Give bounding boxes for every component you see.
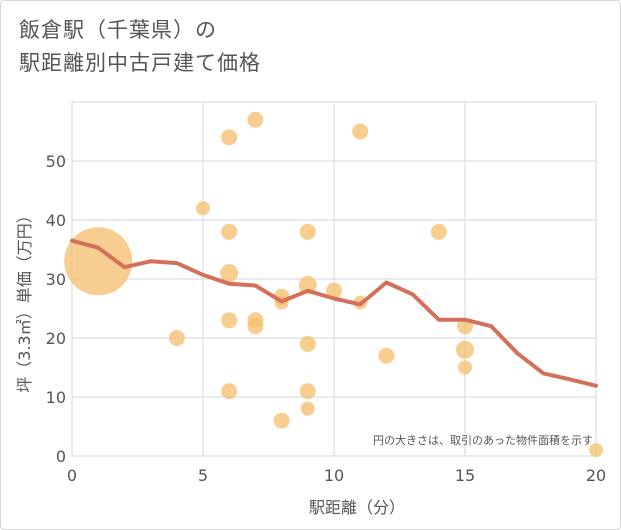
bubble-point [221, 383, 238, 400]
x-tick-label: 20 [586, 466, 606, 485]
x-tick-label: 0 [67, 466, 77, 485]
x-axis-label: 駅距離（分） [309, 498, 405, 517]
chart-title: 飯倉駅（千葉県）の 駅距離別中古戸建て価格 [19, 14, 261, 80]
bubble-point [326, 282, 342, 299]
bubble-point [430, 223, 447, 240]
y-tick-label: 20 [46, 329, 66, 348]
bubble-point [273, 412, 290, 429]
bubble-point [64, 227, 133, 296]
trend-line [70, 238, 598, 388]
y-tick-labels: 0 10 20 30 40 50 [46, 152, 66, 466]
y-tick-label: 30 [46, 270, 66, 289]
bubble-point [456, 340, 474, 359]
chart-title-line-2: 駅距離別中古戸建て価格 [19, 51, 261, 75]
grid [71, 101, 597, 457]
bubble-point [378, 347, 395, 364]
bubble-point [168, 330, 185, 346]
bubble-point [299, 335, 316, 352]
y-axis-label: 坪（3.3㎡）単価（万円） [15, 207, 34, 392]
y-tick-label: 10 [46, 388, 66, 407]
bubble-point [298, 275, 317, 294]
chart-title-line-1: 飯倉駅（千葉県）の [19, 18, 217, 42]
y-tick-label: 0 [56, 447, 66, 466]
x-tick-labels: 0 5 10 15 20 [67, 466, 606, 485]
trend-series [70, 238, 598, 388]
bubble-point [352, 123, 369, 140]
x-tick-label: 5 [198, 466, 208, 485]
bubble-point [221, 129, 238, 146]
bubble-point [299, 383, 316, 400]
y-tick-label: 50 [46, 152, 66, 171]
y-tick-label: 40 [46, 211, 66, 230]
bubble-point [247, 318, 264, 335]
bubble-point [196, 201, 210, 216]
x-tick-label: 10 [324, 466, 344, 485]
bubble-point [220, 264, 239, 283]
bubble-point [300, 401, 315, 416]
bubble-point [458, 360, 472, 375]
size-note: 円の大きさは、取引のあった物件面積を示す [373, 433, 593, 447]
bubble-point [589, 443, 603, 458]
x-tick-label: 15 [455, 466, 475, 485]
bubble-point [247, 111, 264, 128]
bubble-point [221, 312, 238, 329]
bubble-point [221, 223, 238, 240]
bubble-point [299, 223, 316, 240]
